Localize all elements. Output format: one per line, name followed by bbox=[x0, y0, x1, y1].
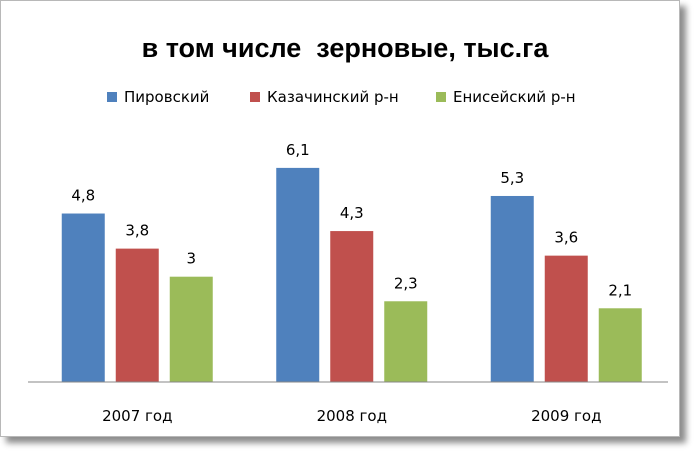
chart-title: в том числе зерновые, тыс.га bbox=[142, 33, 550, 63]
legend-label: Пировский bbox=[124, 88, 209, 106]
data-label: 6,1 bbox=[286, 141, 310, 159]
legend-label: Енисейский р-н bbox=[453, 88, 576, 106]
bar bbox=[384, 301, 428, 382]
legend-swatch bbox=[107, 92, 117, 102]
legend: Пировский Казачинский р-н Енисейский р-н bbox=[107, 88, 576, 106]
bar bbox=[115, 248, 159, 382]
legend-label: Казачинский р-н bbox=[267, 88, 399, 106]
data-label: 2,1 bbox=[608, 281, 632, 299]
data-label: 3 bbox=[186, 250, 196, 268]
data-label: 4,8 bbox=[71, 187, 95, 205]
data-label: 3,8 bbox=[125, 222, 149, 240]
bar bbox=[61, 213, 105, 382]
bar bbox=[490, 195, 534, 382]
bar bbox=[598, 308, 642, 382]
bar bbox=[330, 231, 374, 382]
data-label: 5,3 bbox=[500, 169, 524, 187]
bar bbox=[169, 276, 213, 382]
x-tick-label: 2009 год bbox=[531, 407, 601, 425]
x-tick-label: 2007 год bbox=[102, 407, 172, 425]
data-label: 3,6 bbox=[554, 229, 578, 247]
bar bbox=[276, 167, 320, 382]
x-axis-tick-labels: 2007 год 2008 год 2009 год bbox=[102, 407, 601, 425]
x-tick-label: 2008 год bbox=[317, 407, 387, 425]
data-label: 2,3 bbox=[394, 274, 418, 292]
legend-swatch bbox=[436, 92, 446, 102]
legend-swatch bbox=[250, 92, 260, 102]
data-label: 4,3 bbox=[340, 204, 364, 222]
bar bbox=[544, 255, 588, 382]
plot-area: 4,8 3,8 3 6,1 4,3 2,3 5,3 3,6 2,1 bbox=[61, 141, 642, 382]
